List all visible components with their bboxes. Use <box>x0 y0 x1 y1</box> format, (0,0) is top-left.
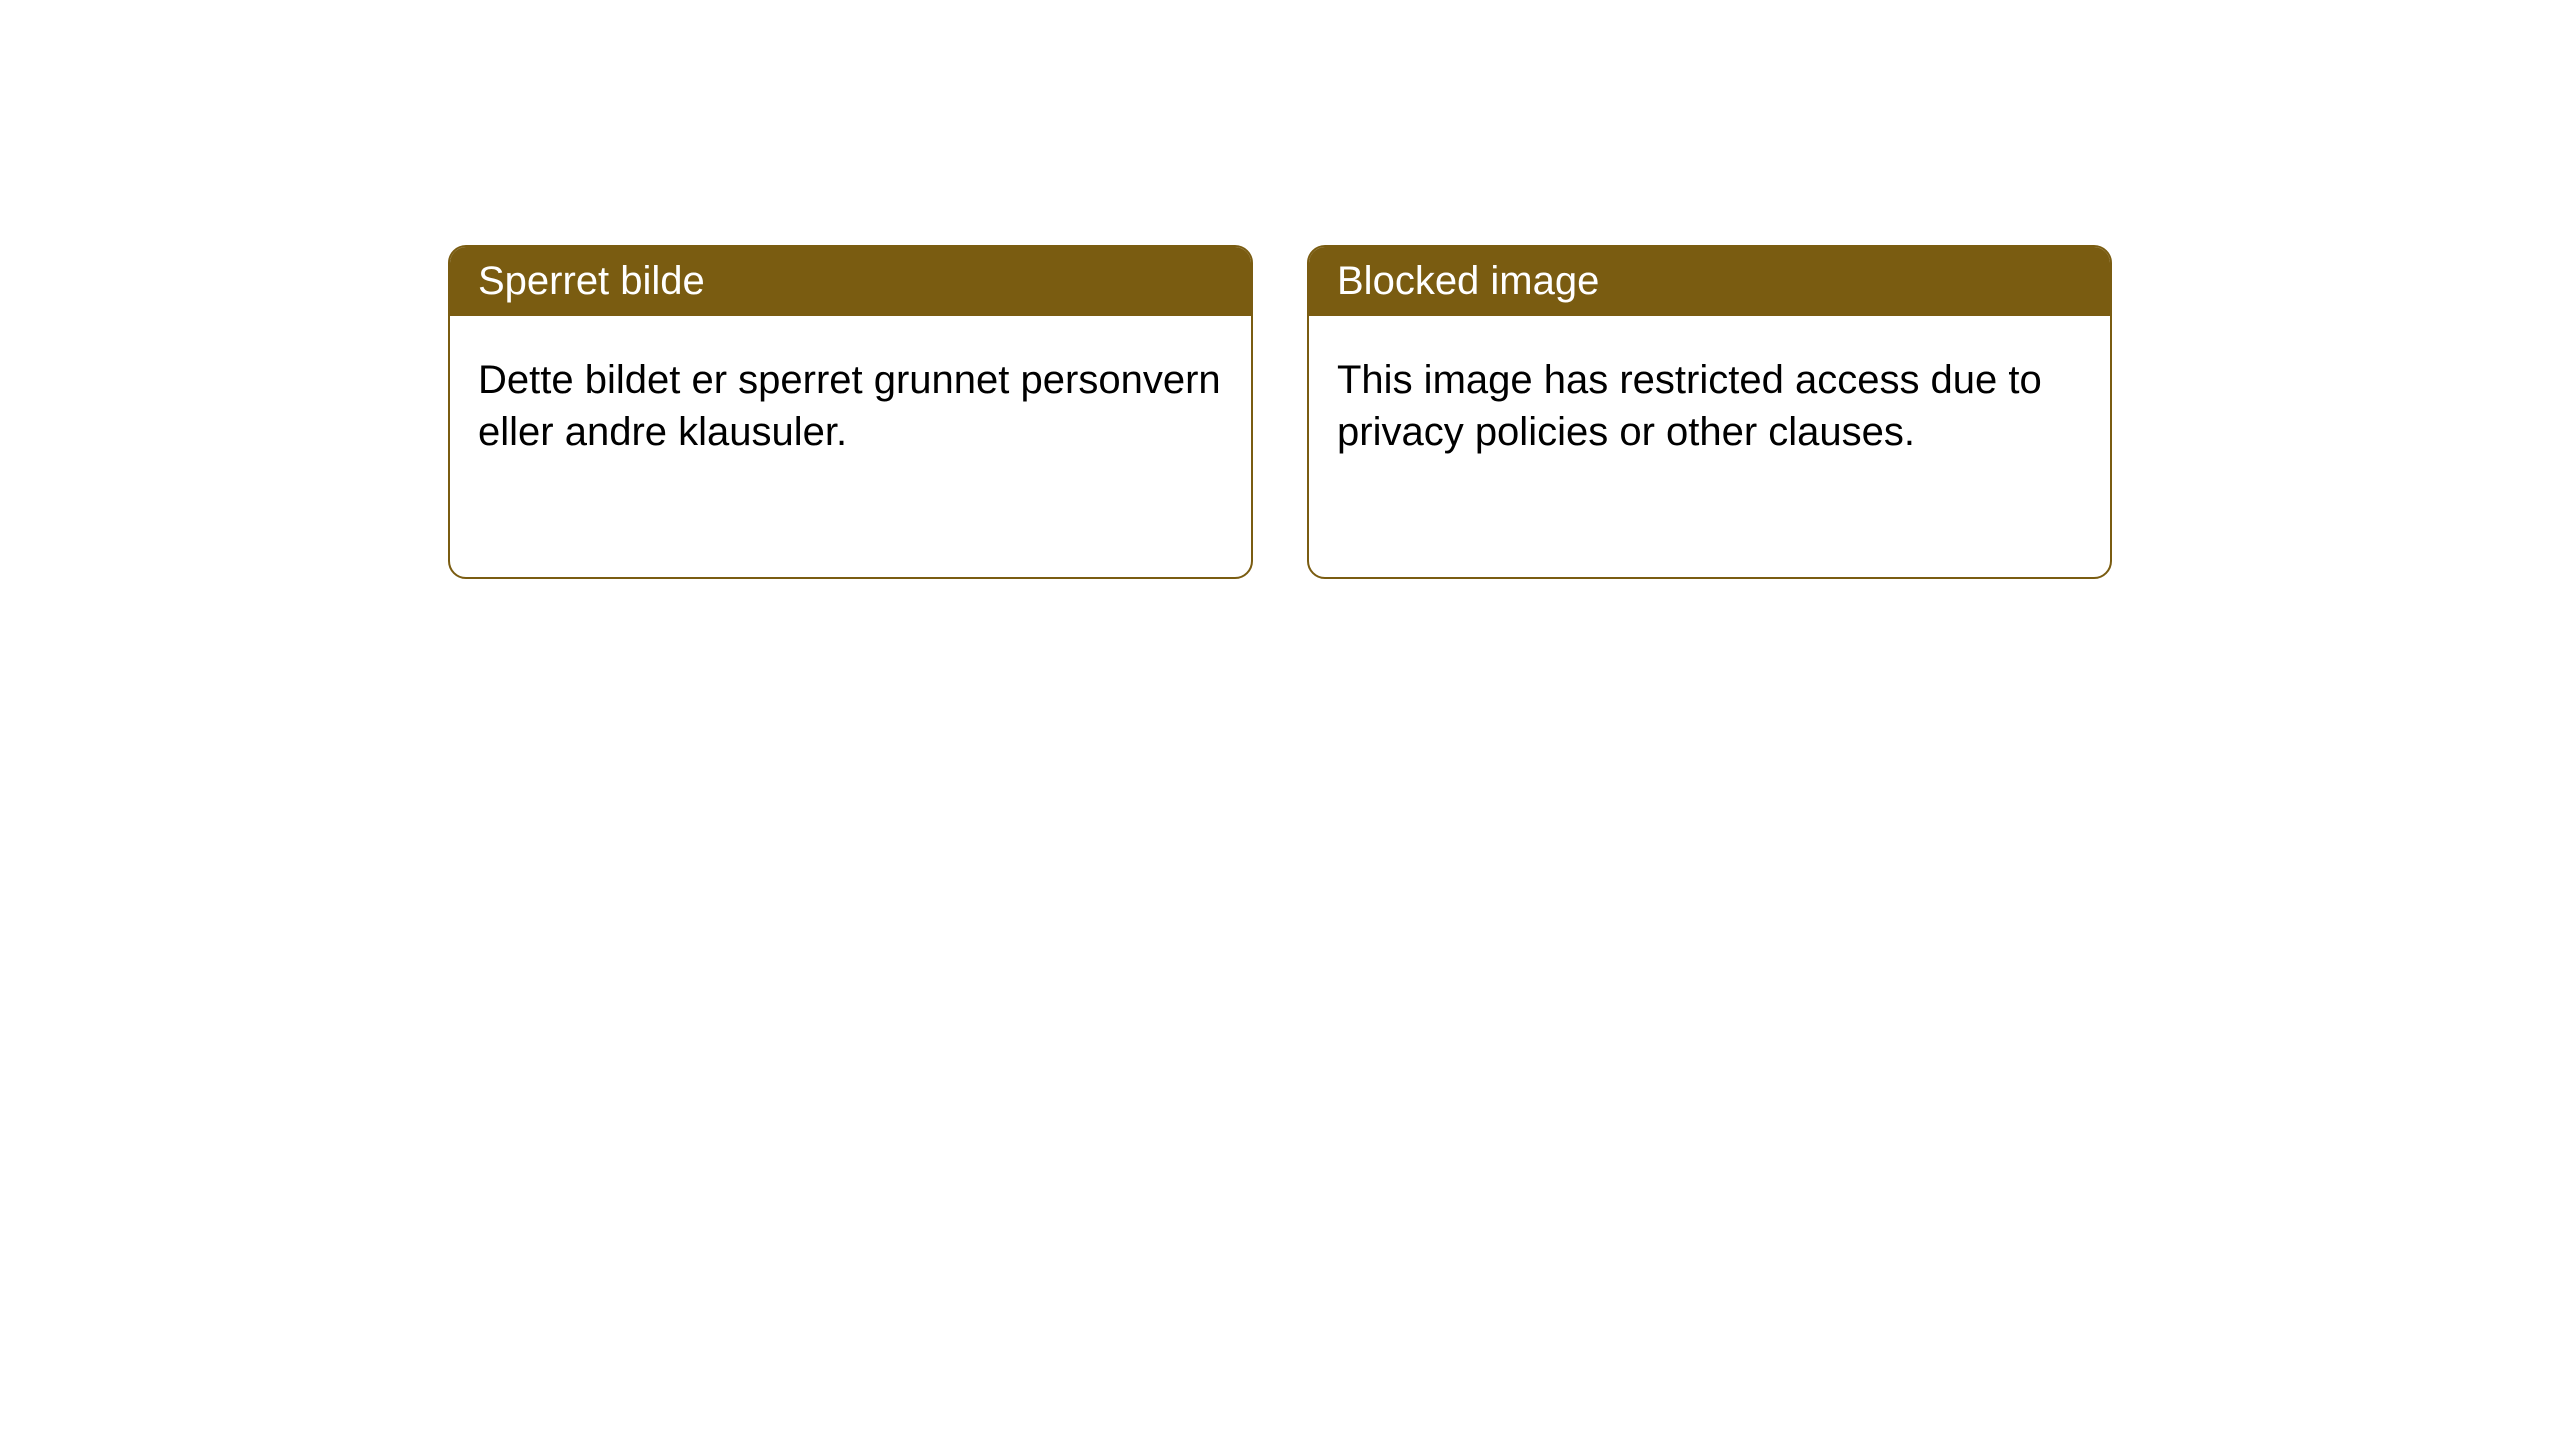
notice-card-english: Blocked image This image has restricted … <box>1307 245 2112 579</box>
notice-title-english: Blocked image <box>1309 247 2110 316</box>
notice-body-norwegian: Dette bildet er sperret grunnet personve… <box>450 316 1251 496</box>
notice-card-norwegian: Sperret bilde Dette bildet er sperret gr… <box>448 245 1253 579</box>
notice-title-norwegian: Sperret bilde <box>450 247 1251 316</box>
notice-body-english: This image has restricted access due to … <box>1309 316 2110 496</box>
notice-container: Sperret bilde Dette bildet er sperret gr… <box>0 0 2560 579</box>
